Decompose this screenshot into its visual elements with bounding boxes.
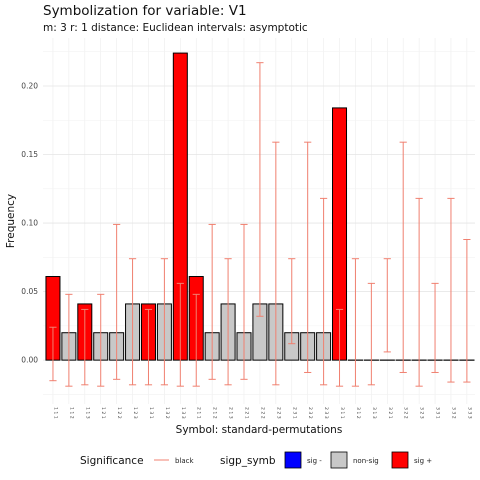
y-tick-label: 0.05	[21, 287, 38, 296]
legend-swatch-sig-plus	[391, 451, 409, 469]
x-tick-label: 2 1 1	[196, 407, 202, 419]
x-tick-label: 2 1 2	[212, 407, 218, 419]
x-axis-ticks: 1 1 1 1 1 2 1 1 3 1 2 1 1 2 2 1 2 3 1 3 1 1 3 2…	[52, 407, 472, 419]
y-axis-ticks: 0.00 0.05 0.10 0.15 0.20	[21, 82, 38, 365]
y-tick-label: 0.00	[21, 356, 38, 365]
x-tick-label: 1 2 2	[116, 407, 122, 419]
x-tick-label: 3 2 1	[387, 407, 393, 419]
legend-swatch-sig-minus	[284, 451, 302, 469]
y-tick-label: 0.15	[21, 150, 38, 159]
x-tick-label: 2 3 2	[307, 407, 313, 419]
x-tick-label: 3 1 3	[371, 407, 377, 419]
x-tick-label: 1 1 3	[84, 407, 90, 419]
y-tick-label: 0.20	[21, 82, 38, 91]
legend-label-sig-minus: sig -	[307, 457, 322, 465]
x-tick-label: 2 2 2	[259, 407, 265, 419]
x-tick-label: 3 3 2	[450, 407, 456, 419]
x-tick-label: 2 2 3	[275, 407, 281, 419]
legend-label-sig-plus: sig +	[414, 457, 432, 465]
x-tick-label: 2 2 1	[244, 407, 250, 419]
x-tick-label: 1 1 2	[68, 407, 74, 419]
x-tick-label: 2 3 3	[323, 407, 329, 419]
x-tick-label: 1 3 3	[180, 407, 186, 419]
x-tick-label: 1 3 2	[164, 407, 170, 419]
x-tick-label: 3 2 2	[403, 407, 409, 419]
legend-swatch-non-sig	[330, 451, 348, 469]
legend-significance-label: black	[175, 457, 195, 465]
x-tick-label: 1 2 1	[100, 407, 106, 419]
x-tick-label: 1 3 1	[148, 407, 154, 419]
legend: Significance black sigp_symb sig - non-s…	[80, 451, 432, 469]
x-tick-label: 2 3 1	[291, 407, 297, 419]
legend-significance-title: Significance	[80, 455, 144, 467]
x-tick-label: 2 1 3	[228, 407, 234, 419]
y-tick-label: 0.10	[21, 219, 38, 228]
legend-sigp-title: sigp_symb	[220, 455, 276, 467]
x-tick-label: 3 1 2	[355, 407, 361, 419]
legend-label-non-sig: non-sig	[353, 457, 379, 465]
x-tick-label: 3 3 3	[466, 407, 472, 419]
chart-subtitle: m: 3 r: 1 distance: Euclidean intervals:…	[43, 22, 308, 34]
x-tick-label: 3 3 1	[435, 407, 441, 419]
y-axis-title: Frequency	[5, 194, 17, 248]
x-tick-label: 1 2 3	[132, 407, 138, 419]
interval-whiskers	[49, 62, 471, 387]
x-tick-label: 3 1 1	[339, 407, 345, 419]
x-axis-title: Symbol: standard-permutations	[176, 424, 343, 436]
chart-title: Symbolization for variable: V1	[43, 3, 247, 19]
x-tick-label: 3 2 3	[419, 407, 425, 419]
x-tick-label: 1 1 1	[52, 407, 58, 419]
